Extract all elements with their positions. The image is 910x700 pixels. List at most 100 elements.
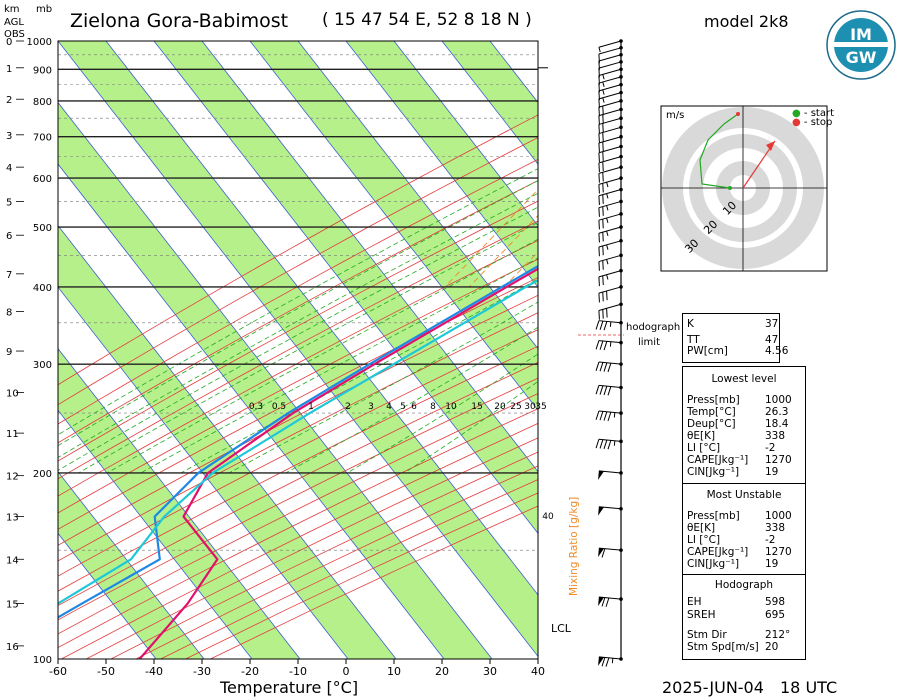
wind-barb — [598, 126, 622, 135]
wind-barb-half-flag — [606, 259, 609, 265]
wind-barb-flag — [598, 261, 600, 271]
wind-barb-half-flag — [606, 244, 609, 250]
index-value: 1270 — [765, 454, 792, 466]
wind-level-dot — [619, 82, 623, 87]
panel-separator — [683, 574, 805, 575]
isotherm-line — [58, 101, 493, 659]
wind-barb — [598, 189, 622, 197]
temperature-tick-label: -60 — [49, 665, 67, 678]
wind-barb-flag — [601, 657, 606, 667]
wind-barb-flag — [595, 361, 600, 371]
wind-barb-flag — [598, 142, 600, 153]
wind-barb-flag — [602, 183, 604, 193]
hodograph-rings — [662, 107, 824, 269]
height-tick-label: 12 — [6, 472, 19, 483]
hodograph-title: Hodograph — [714, 579, 774, 591]
wind-barb — [598, 470, 622, 474]
wind-barb-flag — [599, 411, 604, 421]
index-label: TT — [687, 334, 700, 346]
wind-barb-flag — [598, 233, 600, 243]
mixing-ratio-label: 4 — [386, 402, 392, 412]
temperature-tick-label: -50 — [97, 665, 115, 678]
wind-barb-flag — [602, 161, 604, 172]
wind-barb — [598, 270, 622, 278]
imgw-logo: IM GW — [826, 10, 896, 80]
index-label: Temp[°C] — [687, 406, 736, 418]
temperature-tick-label: -30 — [193, 665, 211, 678]
index-label: SREH — [687, 609, 716, 621]
wind-barb-flag — [598, 184, 600, 194]
dry-adiabat-line — [58, 258, 538, 514]
hodograph-legend-start: ● - start — [792, 108, 834, 119]
wind-barb-flag — [603, 321, 608, 331]
height-tick-label: 15 — [6, 599, 19, 610]
wind-barb-flag — [598, 207, 600, 217]
index-value: 1270 — [765, 546, 792, 558]
wind-barb-flag — [603, 386, 608, 396]
dry-adiabat-line — [58, 393, 538, 635]
lcl-label: LCL — [551, 622, 571, 635]
wind-barb-flag — [602, 232, 604, 242]
wind-barb-flag — [602, 275, 604, 286]
wind-barb-flag — [595, 410, 600, 420]
wind-barb-flag — [595, 439, 600, 449]
wind-barb-flag — [599, 320, 604, 330]
pressure-tick-label: 400 — [33, 283, 52, 294]
isotherm-line — [201, 41, 538, 473]
wind-barb — [598, 54, 622, 62]
index-label: EH — [687, 596, 702, 608]
height-tick-label: 9 — [6, 347, 12, 358]
wind-barb-flag — [607, 411, 612, 422]
wind-barb-half-flag — [602, 74, 605, 80]
wind-barb — [598, 84, 622, 92]
wind-barb — [598, 286, 622, 294]
wind-barb-half-flag — [606, 205, 609, 211]
wind-level-dot — [619, 385, 623, 390]
isotherm-line — [58, 409, 253, 659]
wind-barb-flag — [598, 107, 600, 117]
wind-barb-flag — [602, 194, 604, 204]
height-tick-label: 4 — [6, 163, 12, 174]
index-value: 26.3 — [765, 406, 789, 418]
temperature-tick-label: 0 — [343, 665, 350, 678]
wind-barb — [598, 117, 622, 125]
index-value: 1000 — [765, 510, 792, 522]
wind-barb-pennant — [598, 548, 604, 558]
mixing-ratio-label: 3 — [368, 402, 374, 412]
x-axis-title: Temperature [°C] — [220, 678, 359, 697]
wind-barb-flag — [602, 141, 604, 152]
panel-separator — [683, 483, 805, 484]
wind-barb-half-flag — [602, 97, 605, 103]
wind-barb — [598, 92, 622, 100]
mixing-ratio-label: 20 — [494, 402, 506, 412]
hodograph-limit-label-2: limit — [638, 337, 660, 348]
pressure-tick-label: 700 — [33, 133, 52, 144]
wind-barb — [598, 240, 622, 248]
wind-barb-flag — [598, 173, 600, 183]
wind-barb-flag — [598, 133, 600, 143]
dry-adiabat-line — [58, 294, 538, 546]
index-value: -2 — [765, 442, 776, 454]
wind-barb-flag — [602, 206, 604, 216]
index-label: θE[K] — [687, 430, 716, 442]
wind-barb-flag — [598, 195, 600, 205]
wind-barb — [598, 76, 622, 84]
isotherm-line — [345, 41, 538, 288]
wind-barb-flag — [598, 220, 600, 230]
index-value: 338 — [765, 430, 786, 442]
hodograph-trace — [699, 113, 739, 189]
obs-axis-title: OBS — [4, 29, 25, 40]
wind-barb — [598, 61, 622, 69]
isotherm-line — [58, 163, 445, 659]
wind-barb — [598, 166, 622, 174]
wind-barb-flag — [607, 386, 612, 396]
wind-barb-flag — [607, 363, 612, 373]
station-title: Zielona Gora-Babimost — [70, 10, 289, 32]
pressure-tick-label: 200 — [33, 469, 52, 480]
mixing-ratio-label: 1 — [308, 402, 314, 412]
index-value: 212° — [765, 629, 791, 641]
wind-barb-flag — [602, 123, 604, 133]
storm-motion-arrowhead — [766, 141, 775, 151]
index-label: Deup[°C] — [687, 418, 736, 430]
